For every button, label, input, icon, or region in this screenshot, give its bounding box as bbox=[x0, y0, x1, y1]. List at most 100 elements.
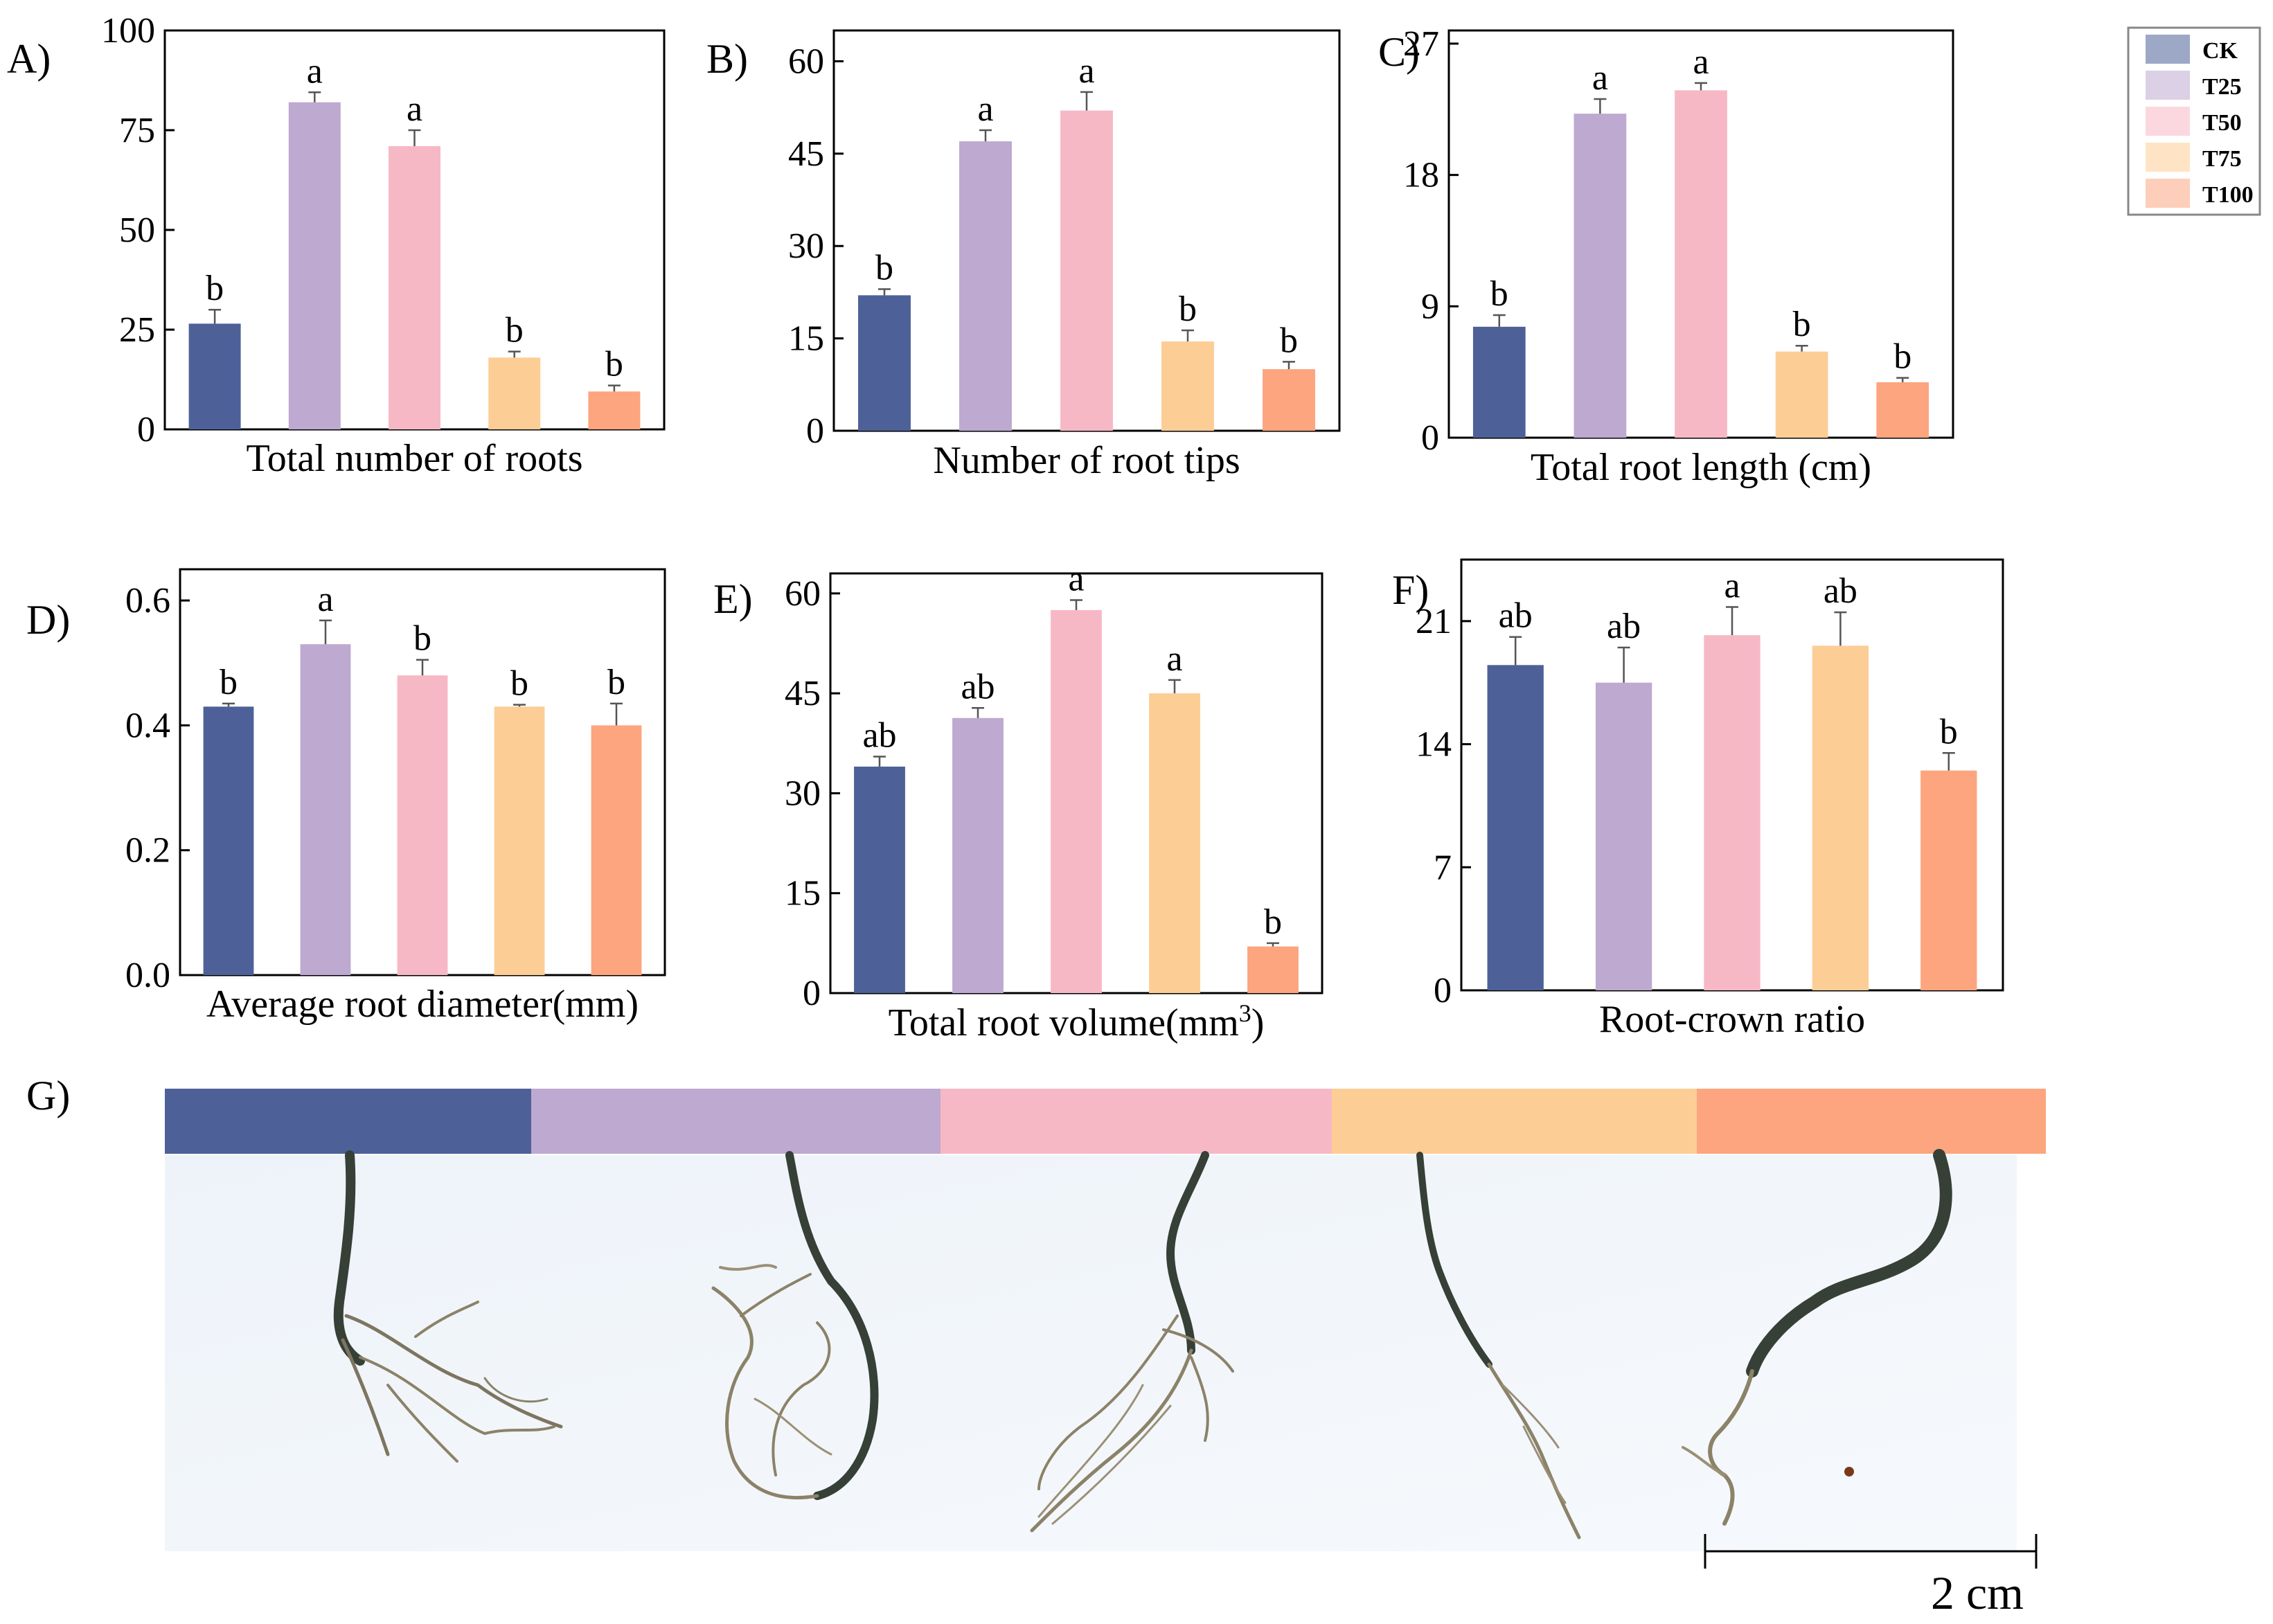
significance-letter: a bbox=[1693, 42, 1709, 82]
panel-label: F) bbox=[1392, 567, 1429, 613]
significance-letter: b bbox=[1264, 902, 1282, 942]
y-tick-label: 0.0 bbox=[125, 956, 170, 995]
panel-g-label: G) bbox=[26, 1073, 70, 1118]
x-axis-label: Total root volume(mm3) bbox=[889, 999, 1265, 1044]
y-tick-label: 75 bbox=[119, 111, 155, 150]
significance-letter: b bbox=[875, 248, 893, 287]
significance-letter: b bbox=[206, 269, 224, 308]
chart-panel-f: F) 0 7 14 21 ab ab a ab b Root-crown ratio bbox=[1392, 558, 2004, 1041]
root-t100-icon bbox=[1682, 1149, 1952, 1526]
legend: CK T25 T50 T75 T100 bbox=[2127, 26, 2261, 216]
y-tick-label: 27 bbox=[1403, 24, 1439, 64]
y-tick-label: 45 bbox=[785, 674, 821, 713]
bar-t25 bbox=[1574, 114, 1627, 438]
x-axis-label: Number of root tips bbox=[933, 439, 1240, 482]
scale-bar-label: 2 cm bbox=[1931, 1567, 2024, 1619]
bar-t75 bbox=[494, 706, 545, 975]
legend-items: CK T25 T50 T75 T100 bbox=[2146, 35, 2254, 208]
significance-letter: b bbox=[1940, 712, 1958, 751]
significance-letter: b bbox=[1179, 289, 1197, 329]
significance-letter: a bbox=[1166, 639, 1182, 679]
y-tick-label: 0.4 bbox=[125, 706, 170, 745]
panel-label: D) bbox=[26, 597, 70, 643]
x-axis-label-superscript: 3 bbox=[1239, 999, 1251, 1027]
significance-letter: a bbox=[1078, 51, 1094, 91]
significance-letter: b bbox=[605, 345, 623, 384]
bar-ck bbox=[1487, 665, 1544, 990]
panel-label: A) bbox=[7, 36, 51, 82]
significance-letter: a bbox=[307, 51, 323, 91]
y-tick-label: 14 bbox=[1416, 725, 1452, 765]
bar-t25 bbox=[1595, 682, 1652, 990]
bar-t100 bbox=[1876, 382, 1929, 438]
y-tick-label: 18 bbox=[1403, 156, 1439, 195]
legend-label-t100: T100 bbox=[2202, 182, 2254, 208]
bar-t75 bbox=[488, 357, 541, 429]
legend-swatch-t100 bbox=[2146, 179, 2190, 208]
y-tick-label: 15 bbox=[788, 319, 824, 359]
y-tick-label: 0 bbox=[1421, 418, 1439, 458]
significance-letter: b bbox=[506, 311, 524, 350]
chart-panel-d: D) 0.0 0.2 0.4 0.6 b a b b b Average root diameter… bbox=[26, 568, 666, 1026]
y-tick-label: 50 bbox=[119, 211, 155, 250]
significance-letter: a bbox=[317, 580, 333, 619]
panel-label: C) bbox=[1378, 29, 1420, 75]
y-tick-label: 15 bbox=[785, 874, 821, 913]
y-tick-label: 0.2 bbox=[125, 831, 170, 871]
y-tick-label: 21 bbox=[1416, 602, 1452, 641]
significance-letter: a bbox=[1592, 58, 1608, 98]
bar-t75 bbox=[1812, 645, 1869, 990]
bar-t25 bbox=[959, 141, 1012, 431]
bar-t100 bbox=[588, 391, 641, 429]
significance-letter: ab bbox=[1499, 596, 1533, 636]
photo-background bbox=[165, 1155, 2017, 1551]
significance-letter: b bbox=[1490, 274, 1508, 314]
bar-ck bbox=[858, 295, 911, 431]
y-tick-label: 30 bbox=[788, 226, 824, 266]
x-axis-label-end: ) bbox=[1251, 1001, 1265, 1044]
bar-t100 bbox=[1263, 369, 1315, 431]
panel-label: E) bbox=[713, 576, 753, 622]
root-t50-icon bbox=[1030, 1151, 1234, 1533]
bar-t25 bbox=[300, 644, 351, 975]
legend-label-ck: CK bbox=[2202, 38, 2238, 64]
legend-swatch-ck bbox=[2146, 35, 2190, 64]
y-tick-label: 0 bbox=[137, 410, 155, 449]
y-tick-label: 0.6 bbox=[125, 581, 170, 621]
significance-letter: ab bbox=[1607, 607, 1641, 646]
legend-swatch-t75 bbox=[2146, 143, 2190, 172]
treatment-color-strip bbox=[165, 1089, 2046, 1154]
significance-letter: ab bbox=[862, 716, 896, 756]
strip-segment-t100 bbox=[1697, 1089, 2046, 1154]
bar-ck bbox=[203, 706, 254, 975]
bar-t50 bbox=[397, 675, 448, 975]
chart-panel-c: C) 0 9 18 27 b a a b b Total root length (cm) bbox=[1378, 24, 1954, 489]
legend-label-t25: T25 bbox=[2202, 74, 2242, 100]
bar-t50 bbox=[1675, 90, 1727, 438]
bar-t25 bbox=[952, 717, 1004, 993]
bar-ck bbox=[188, 323, 241, 429]
bar-t50 bbox=[389, 146, 440, 430]
y-tick-label: 60 bbox=[788, 42, 824, 81]
significance-letter: b bbox=[1793, 305, 1811, 344]
bar-t50 bbox=[1051, 609, 1102, 993]
root-ck-icon bbox=[333, 1150, 563, 1463]
strip-segment-ck bbox=[165, 1089, 531, 1154]
significance-letter: a bbox=[977, 89, 993, 129]
panel-g-root-photo: G) bbox=[26, 1073, 2046, 1619]
significance-letter: b bbox=[1893, 337, 1911, 377]
y-tick-label: 45 bbox=[788, 134, 824, 174]
legend-label-t75: T75 bbox=[2202, 146, 2242, 172]
y-tick-label: 60 bbox=[785, 574, 821, 614]
root-t75-icon bbox=[1416, 1152, 1581, 1540]
y-tick-label: 0 bbox=[806, 411, 824, 451]
legend-swatch-t50 bbox=[2146, 107, 2190, 136]
legend-label-t50: T50 bbox=[2202, 110, 2242, 136]
bar-t100 bbox=[1920, 770, 1977, 990]
significance-letter: b bbox=[1280, 321, 1298, 360]
bar-ck bbox=[1472, 326, 1526, 438]
significance-letter: ab bbox=[961, 667, 995, 706]
significance-letter: a bbox=[1724, 566, 1740, 606]
